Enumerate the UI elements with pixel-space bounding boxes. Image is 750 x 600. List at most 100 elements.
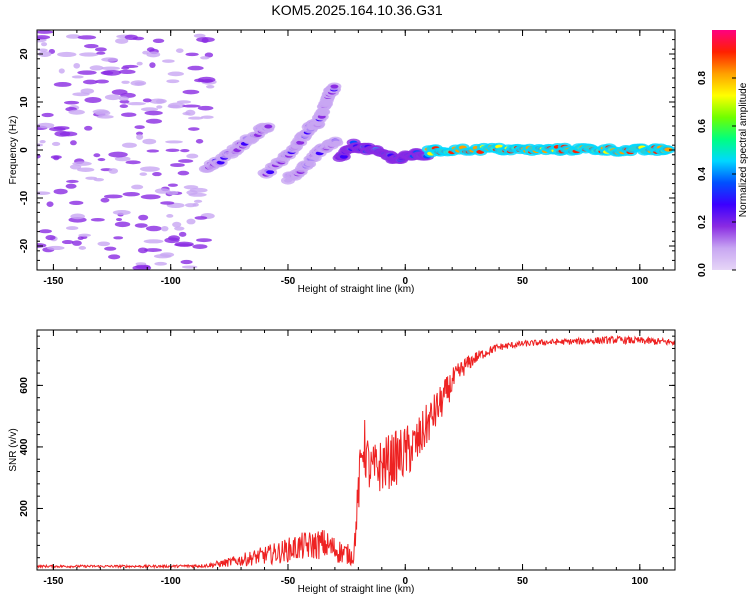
heatmap-cell (79, 246, 86, 250)
heatmap-cell (53, 156, 59, 161)
heatmap-cell (108, 152, 128, 158)
heatmap-cell (119, 70, 136, 74)
heatmap-cell (198, 106, 214, 111)
colorbar-tick-label: 0.8 (697, 71, 708, 85)
heatmap-cell (42, 113, 54, 117)
heatmap-cell (105, 94, 121, 100)
heatmap-cell (185, 110, 195, 116)
heatmap-cell (153, 39, 165, 43)
x-tick-label: 100 (631, 576, 648, 587)
heatmap-cell (196, 139, 203, 144)
heatmap-cell (122, 143, 137, 148)
heatmap-cell (144, 111, 162, 116)
heatmap-cell (29, 243, 46, 248)
heatmap-cell (57, 52, 76, 57)
heatmap-cell (132, 37, 144, 41)
heatmap-cell (187, 66, 203, 71)
heatmap-cell (152, 172, 162, 176)
heatmap-cell (172, 222, 181, 228)
y-tick-label: 20 (19, 48, 30, 60)
heatmap-cell (101, 57, 118, 61)
heatmap-cell (134, 82, 144, 85)
y-tick-label: 10 (19, 96, 30, 108)
snr-panel: -150 -100 -50 0 50 100 200 400 600 Height of st… (8, 330, 675, 595)
heatmap-cell (33, 35, 50, 39)
heatmap-cell (146, 226, 162, 231)
heatmap-cell (95, 110, 110, 116)
heatmap-cell (178, 159, 193, 163)
heatmap-cell (40, 140, 46, 143)
heatmap-cell (54, 189, 68, 195)
heatmap-cell (126, 160, 141, 164)
heatmap-cell (190, 188, 208, 193)
heatmap-cell (66, 184, 77, 189)
snr-y-label: SNR (v/v) (8, 428, 19, 471)
heatmap-cell (185, 53, 198, 56)
heatmap-cell (178, 171, 190, 176)
heatmap-cell (108, 168, 118, 174)
heatmap-cell (47, 246, 65, 250)
heatmap-cell (144, 248, 162, 252)
spectrogram-y-label: Frequency (Hz) (8, 116, 19, 185)
heatmap-cell (68, 110, 84, 115)
heatmap-cell (116, 218, 122, 221)
heatmap-cell (160, 201, 174, 205)
snr-y-ticks: 200400600 (19, 336, 675, 570)
heatmap-cell (165, 140, 183, 143)
figure: KOM5.2025.164.10.36.G31 -150 -100 -50 0 50 10… (0, 0, 750, 600)
heatmap-cell (162, 59, 175, 62)
heatmap-cell (166, 149, 180, 152)
heatmap-cell (66, 226, 78, 230)
x-tick-label: -50 (281, 276, 296, 287)
heatmap-cell (127, 102, 146, 105)
heatmap-cell (167, 191, 178, 195)
heatmap-cell (195, 216, 208, 220)
heatmap-cell (121, 112, 136, 116)
heatmap-cell (70, 213, 85, 219)
heatmap-cell (202, 38, 209, 43)
x-tick-label: -100 (161, 576, 181, 587)
heatmap-cell (160, 252, 174, 257)
heatmap-cell (181, 260, 193, 264)
heatmap-cell (102, 70, 121, 76)
heatmap-cell (134, 125, 144, 129)
heatmap-cell (140, 166, 160, 171)
heatmap-cell (135, 262, 146, 265)
heatmap-cell (188, 127, 200, 131)
heatmap-cell (137, 62, 143, 66)
heatmap-cell (121, 81, 129, 84)
heatmap-cell (54, 82, 72, 87)
heatmap-cell (192, 244, 207, 249)
heatmap-cell (69, 201, 83, 205)
heatmap-cell (186, 219, 195, 225)
heatmap-cell (183, 90, 200, 95)
heatmap-cell (330, 84, 338, 88)
heatmap-cell (78, 35, 97, 39)
figure-title: KOM5.2025.164.10.36.G31 (271, 2, 442, 18)
x-tick-label: -150 (43, 276, 63, 287)
heatmap-cell (138, 215, 148, 221)
heatmap-cell (115, 222, 130, 228)
heatmap-cell (101, 198, 110, 203)
y-tick-label: -20 (19, 238, 30, 253)
heatmap-cell (200, 56, 209, 59)
heatmap-cell (194, 200, 202, 203)
snr-x-ticks: -150 -100 -50 0 50 100 (43, 330, 663, 587)
heatmap-cell (182, 265, 198, 268)
y-tick-label: 0 (19, 147, 30, 153)
y-tick-label: 600 (19, 377, 30, 394)
heatmap-cell (36, 30, 53, 34)
heatmap-cell (64, 101, 79, 105)
heatmap-cell (93, 153, 100, 157)
heatmap-cell (45, 235, 55, 240)
heatmap-cell (146, 119, 162, 124)
heatmap-cell (161, 226, 169, 231)
heatmap-cell (46, 201, 53, 207)
heatmap-cell (72, 161, 91, 166)
heatmap-cell (84, 126, 92, 131)
heatmap-cell (120, 104, 128, 108)
heatmap-cell (154, 262, 167, 266)
heatmap-cell (59, 68, 65, 73)
colorbar-gradient (712, 30, 736, 270)
heatmap-cell (186, 154, 198, 159)
